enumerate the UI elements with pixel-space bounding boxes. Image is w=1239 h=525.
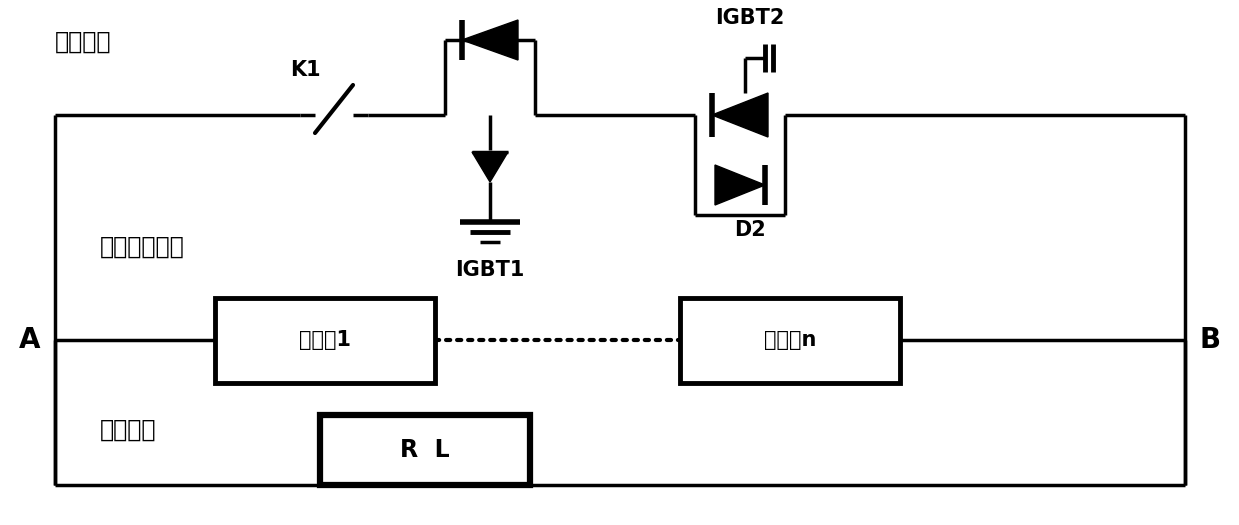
Text: B: B: [1201, 326, 1222, 354]
Polygon shape: [712, 93, 768, 137]
Bar: [216, 298, 435, 383]
Text: IGBT2: IGBT2: [715, 8, 784, 28]
Polygon shape: [715, 165, 764, 205]
Text: R  L: R L: [400, 438, 450, 462]
Text: 子模块1: 子模块1: [299, 330, 351, 350]
Text: 子模块n: 子模块n: [763, 330, 817, 350]
Text: 限流支路: 限流支路: [100, 418, 156, 442]
Text: K1: K1: [290, 60, 321, 80]
Polygon shape: [462, 20, 518, 60]
Bar: [320, 415, 530, 485]
Polygon shape: [472, 152, 508, 182]
Bar: [680, 298, 900, 383]
Text: 电流转移支路: 电流转移支路: [100, 235, 185, 259]
Text: 通流支路: 通流支路: [55, 30, 112, 54]
Text: A: A: [19, 326, 40, 354]
Text: IGBT1: IGBT1: [455, 260, 524, 280]
Text: D2: D2: [735, 220, 766, 240]
